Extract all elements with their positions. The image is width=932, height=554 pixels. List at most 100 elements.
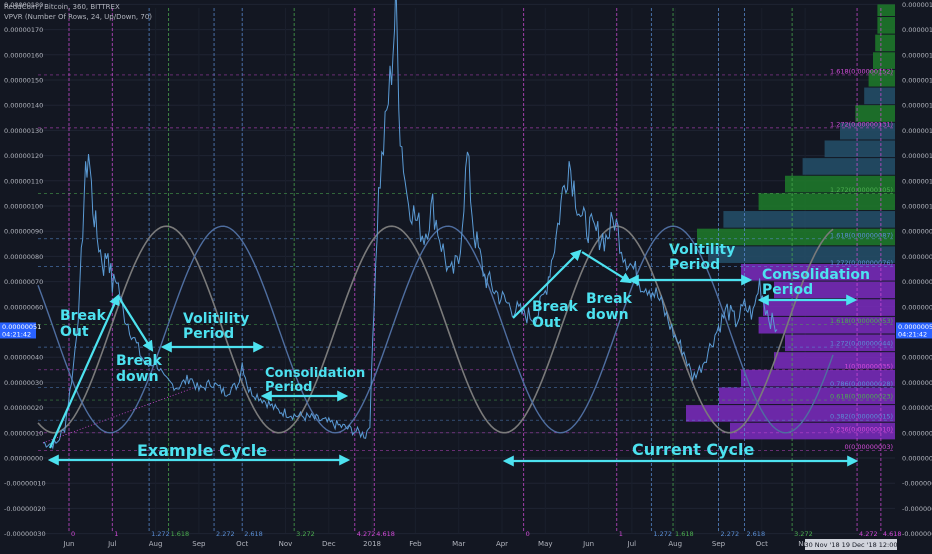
y-tick-label-right: 0.00000010: [902, 429, 932, 437]
current-price-timer: 04:21:42: [898, 330, 927, 338]
fib-price-level-label: 1.272(0.00000044): [830, 340, 893, 348]
x-tick-label: Mar: [452, 540, 465, 548]
price-series-line: [42, 0, 778, 450]
y-tick-label-right: 0.00000140: [902, 102, 932, 110]
y-tick-label-right: 0.00000110: [902, 177, 932, 185]
fib-price-level-label: 1.618(0.00000152): [830, 67, 893, 75]
y-tick-label-left: 0.00000000: [4, 455, 43, 463]
y-tick-label-left: 0.00000080: [4, 253, 43, 261]
y-tick-label-left: 0.00000110: [4, 177, 43, 185]
y-tick-label-right: 0.00000150: [902, 77, 932, 85]
fib-time-zones-layer: 0 1 1.272 1.618 2.272 2.618 3.272 4.272 4.618 0 1 1…: [68, 8, 901, 538]
annotation-break-down-1: Break: [116, 353, 163, 369]
fib-time-zone-label: 4.272: [859, 530, 878, 538]
annotation-volatility-2: Period: [669, 257, 720, 273]
y-tick-label-left: 0.00000180: [4, 1, 43, 9]
fib-time-zone-label: 1.272: [653, 530, 672, 538]
annotation-volatility-2: Volitility: [669, 242, 735, 258]
volume-profile-bar: [868, 69, 895, 87]
x-tick-label: Jun: [582, 540, 594, 548]
indicator-title: VPVR (Number Of Rows, 24, Up/Down, 70): [4, 13, 153, 21]
y-tick-label-left: 0.00000120: [4, 152, 43, 160]
volume-profile-bar: [855, 105, 895, 122]
volume-profile-bar: [758, 316, 895, 334]
x-tick-label: Sep: [192, 540, 206, 548]
fib-price-levels-layer: 1.618(0.00000152) 1.272(0.00000131) 1.272(…: [38, 67, 895, 451]
fib-price-level-label: 0.786(0.00000028): [830, 380, 893, 388]
y-tick-label-left: 0.00000010: [4, 429, 43, 437]
y-tick-label-right: -0.00000030: [902, 530, 932, 538]
annotation-break-out-2: Out: [532, 315, 561, 331]
cycle-sine-layer: [37, 225, 834, 434]
y-tick-label-right: 0.00000170: [902, 26, 932, 34]
y-tick-label-right: 0.00000060: [902, 303, 932, 311]
price-line-layer: [42, 0, 778, 450]
x-tick-label: Apr: [496, 540, 508, 548]
time-axis[interactable]: Jun Jul Aug Sep Oct Nov Dec 2018 Feb Mar Apr May Jun…: [63, 539, 898, 550]
annotation-example-cycle: Example Cycle: [137, 441, 267, 460]
current-price-value-left: 0.00000051: [2, 323, 41, 331]
y-tick-label-right: 0.00000160: [902, 51, 932, 59]
x-tick-label: Oct: [236, 540, 248, 548]
x-tick-label: Dec: [322, 540, 336, 548]
volume-profile-bar: [723, 211, 895, 228]
y-tick-label-left: -0.00000020: [4, 505, 46, 513]
volume-profile-bar: [873, 52, 895, 69]
annotation-consolidation-2: Period: [762, 282, 813, 298]
fib-time-zone-label: 0: [526, 530, 530, 538]
y-tick-label-left: 0.00000100: [4, 203, 43, 211]
x-tick-label: Nov: [279, 540, 293, 548]
fib-time-zone-label: 3.272: [296, 530, 315, 538]
fib-time-zone-label: 1.618: [675, 530, 694, 538]
fib-time-zone-label: 2.618: [746, 530, 765, 538]
x-tick-label: Oct: [756, 540, 768, 548]
fib-time-zone-label: 4.272: [357, 530, 376, 538]
y-tick-label-right: -0.00000020: [902, 505, 932, 513]
volume-profile-bar: [697, 228, 895, 246]
volume-profile-bar: [741, 263, 895, 281]
break-down-arrow-2: [581, 251, 632, 284]
y-tick-label-right: 0.00000000: [902, 455, 932, 463]
fib-time-zone-label: 2.272: [721, 530, 740, 538]
volume-profile-bar: [824, 140, 895, 158]
y-tick-label-right: 0.00000180: [902, 1, 932, 9]
fib-price-level-label: 0.382(0.00000015): [830, 413, 893, 421]
y-tick-label-right: 0.00000040: [902, 354, 932, 362]
volume-profile-bar: [785, 175, 895, 193]
volume-profile-bar: [730, 422, 895, 440]
x-tick-label: Feb: [409, 540, 422, 548]
volume-profile-bar: [875, 34, 895, 52]
volume-profile-bar: [763, 299, 895, 316]
break-out-arrow-2: [512, 249, 582, 319]
fib-price-level-label: 0(0.00000003): [845, 443, 894, 451]
fib-time-zone-label: 4.618: [376, 530, 395, 538]
annotation-break-down-2: down: [586, 307, 629, 323]
break-down-arrow-1: [117, 295, 154, 352]
y-tick-label-left: -0.00000030: [4, 530, 46, 538]
cursor-date-box: [805, 539, 897, 550]
volume-profile-bar: [774, 281, 895, 299]
volume-profile-bar: [686, 405, 895, 422]
y-tick-label-left: 0.00000160: [4, 51, 43, 59]
annotation-arrows-layer: [47, 249, 859, 467]
y-tick-label-left: 0.00000150: [4, 77, 43, 85]
fib-price-level-label: 1.618(0.00000053): [830, 317, 893, 325]
annotation-break-out-1: Break: [60, 308, 107, 324]
cycle-sine-wave-blue: [37, 225, 834, 434]
x-tick-label: Jul: [107, 540, 117, 548]
x-tick-label: 2018: [363, 540, 381, 548]
fib-price-level-label: 1.272(0.00000076): [830, 259, 893, 267]
price-axis[interactable]: 0.00000180 0.00000180 0.00000170 0.00000170…: [0, 1, 932, 538]
current-price-tag: [896, 322, 932, 339]
y-tick-label-left: 0.00000090: [4, 228, 43, 236]
fib-time-zone-label: 1.618: [171, 530, 190, 538]
annotation-break-out-1: Out: [60, 324, 89, 340]
volume-profile-bar: [877, 17, 895, 34]
y-tick-label-right: 0.00000030: [902, 379, 932, 387]
volume-profile-bar: [877, 4, 895, 17]
y-tick-label-right: 0.00000120: [902, 152, 932, 160]
y-tick-label-right: 0.00000080: [902, 253, 932, 261]
x-tick-label: Jul: [627, 540, 637, 548]
